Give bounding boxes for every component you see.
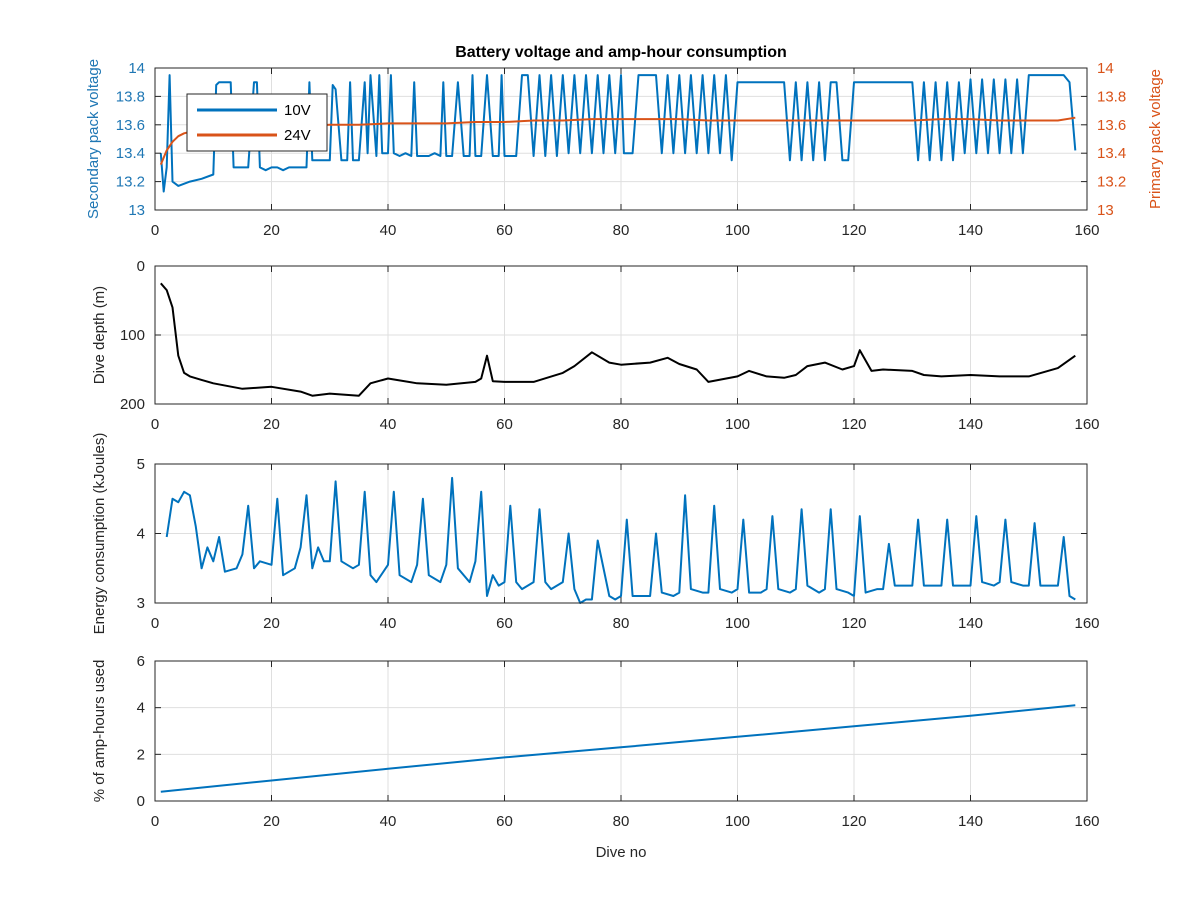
x-tick-label: 40 — [380, 615, 397, 632]
x-tick-label: 80 — [613, 615, 630, 632]
series-line — [165, 476, 1076, 604]
y-axis-label: % of amp-hours used — [91, 660, 108, 803]
series-line — [160, 704, 1076, 793]
y-right-tick-label: 13.4 — [1097, 145, 1126, 162]
x-tick-label: 100 — [725, 222, 750, 239]
y-tick-label: 4 — [137, 526, 145, 543]
x-tick-label: 160 — [1074, 615, 1099, 632]
x-tick-label: 160 — [1074, 416, 1099, 433]
x-tick-label: 140 — [958, 416, 983, 433]
y-right-tick-label: 13.8 — [1097, 88, 1126, 105]
y-tick-label: 2 — [137, 746, 145, 763]
y-tick-label: 3 — [137, 595, 145, 612]
x-tick-label: 60 — [496, 615, 513, 632]
y-tick-label: 0 — [137, 793, 145, 810]
figure-title: Battery voltage and amp-hour consumption — [455, 44, 787, 61]
x-tick-label: 140 — [958, 222, 983, 239]
y-tick-label: 200 — [120, 396, 145, 413]
x-tick-label: 80 — [613, 222, 630, 239]
y-axis-label: Dive depth (m) — [91, 286, 108, 384]
y-tick-label: 13.2 — [116, 174, 145, 191]
legend-label-24v: 24V — [284, 127, 311, 144]
x-tick-label: 0 — [151, 813, 159, 830]
amp-hours-panel: 0 20 40 60 80 100 120 140 160 0 2 4 6 % of amp-hours … — [91, 653, 1100, 830]
series-line — [160, 282, 1076, 397]
energy-panel: 0 20 40 60 80 100 120 140 160 3 4 5 Energy consumpti… — [91, 433, 1100, 635]
x-tick-label: 100 — [725, 416, 750, 433]
y-tick-label: 5 — [137, 456, 145, 473]
x-tick-label: 60 — [496, 222, 513, 239]
y-axis-label: Secondary pack voltage — [85, 59, 102, 219]
x-tick-label: 40 — [380, 813, 397, 830]
x-tick-label: 80 — [613, 813, 630, 830]
legend-box — [186, 93, 328, 152]
voltage-panel: 0 20 40 60 80 100 120 140 160 13 13.2 13.4 13.6 13.8 1… — [85, 59, 1164, 239]
x-tick-label: 40 — [380, 416, 397, 433]
y-axis-label: Energy consumption (kJoules) — [91, 433, 108, 635]
x-tick-label: 140 — [958, 813, 983, 830]
x-tick-label: 0 — [151, 222, 159, 239]
x-tick-label: 160 — [1074, 222, 1099, 239]
depth-panel: 0 20 40 60 80 100 120 140 160 0 100 200 Dive depth (… — [91, 258, 1100, 433]
x-tick-label: 140 — [958, 615, 983, 632]
x-tick-label: 60 — [496, 813, 513, 830]
y-right-tick-label: 13.2 — [1097, 174, 1126, 191]
x-tick-label: 120 — [841, 416, 866, 433]
y-tick-label: 6 — [137, 653, 145, 670]
y-tick-label: 13.8 — [116, 88, 145, 105]
y-tick-label: 4 — [137, 700, 145, 717]
y-right-tick-label: 14 — [1097, 60, 1114, 77]
x-tick-label: 120 — [841, 813, 866, 830]
x-tick-label: 20 — [263, 813, 280, 830]
x-tick-label: 120 — [841, 222, 866, 239]
x-tick-label: 40 — [380, 222, 397, 239]
x-tick-label: 0 — [151, 615, 159, 632]
x-axis-label: Dive no — [596, 844, 647, 861]
x-tick-label: 120 — [841, 615, 866, 632]
x-tick-label: 0 — [151, 416, 159, 433]
y-tick-label: 0 — [137, 258, 145, 275]
y-tick-label: 13.4 — [116, 145, 145, 162]
x-tick-label: 60 — [496, 416, 513, 433]
y-right-axis-label: Primary pack voltage — [1147, 69, 1164, 209]
x-tick-label: 100 — [725, 813, 750, 830]
x-tick-label: 80 — [613, 416, 630, 433]
y-tick-label: 13 — [128, 202, 145, 219]
x-tick-label: 160 — [1074, 813, 1099, 830]
y-right-tick-label: 13 — [1097, 202, 1114, 219]
x-tick-label: 20 — [263, 416, 280, 433]
y-tick-label: 13.6 — [116, 117, 145, 134]
y-tick-label: 100 — [120, 327, 145, 344]
x-tick-label: 100 — [725, 615, 750, 632]
x-tick-label: 20 — [263, 222, 280, 239]
legend-label-10v: 10V — [284, 102, 311, 119]
x-tick-label: 20 — [263, 615, 280, 632]
y-tick-label: 14 — [128, 60, 145, 77]
y-right-tick-label: 13.6 — [1097, 117, 1126, 134]
